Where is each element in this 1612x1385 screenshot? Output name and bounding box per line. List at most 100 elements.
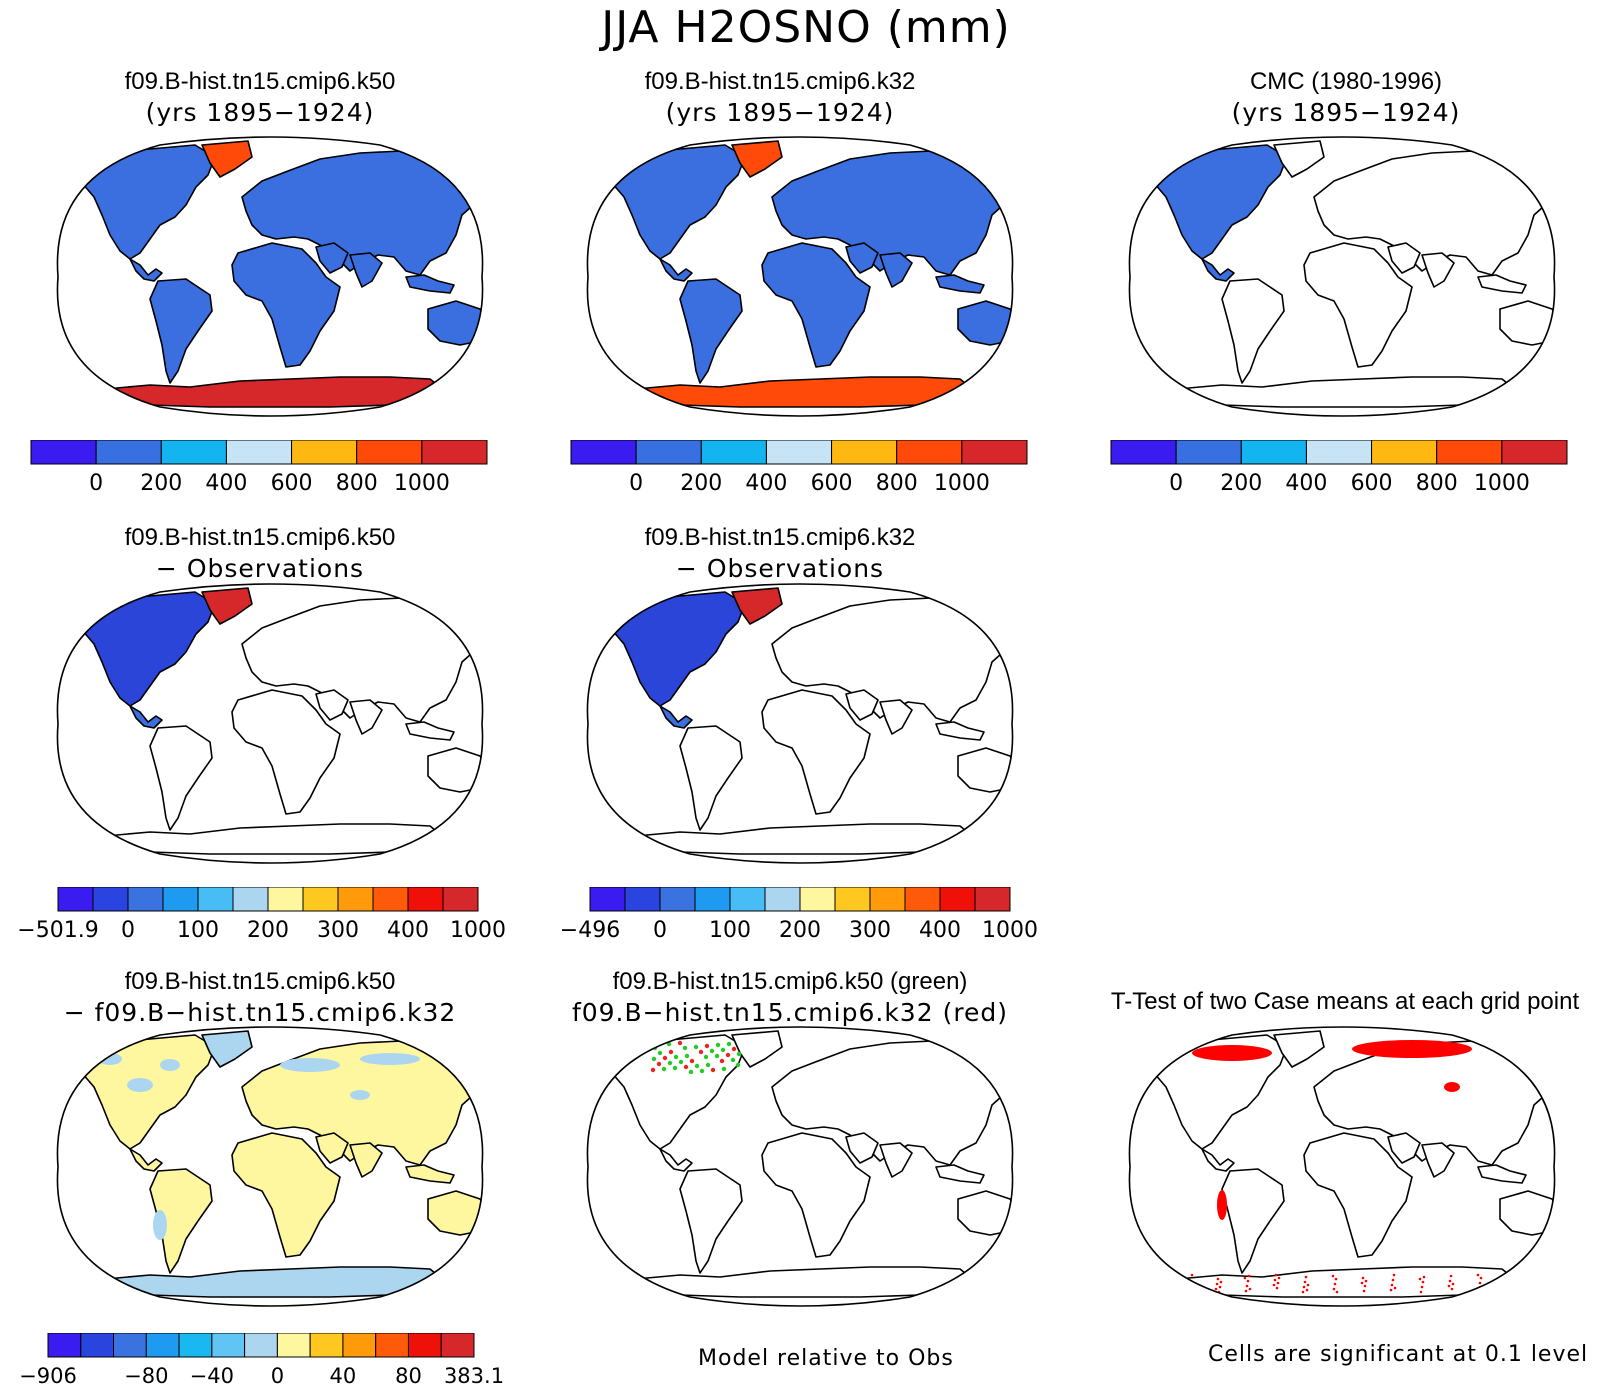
colorbar-tick-label: 0 bbox=[629, 471, 643, 496]
world-map-k50-minus-obs bbox=[56, 583, 484, 864]
colorbar-tick-label: 1000 bbox=[450, 918, 506, 943]
colorbar-tick-label: 200 bbox=[1220, 471, 1262, 496]
colorbar-swatch bbox=[974, 887, 1011, 912]
colorbar-swatch bbox=[831, 440, 898, 465]
colorbar-swatch bbox=[30, 440, 97, 465]
panel-title: f09.B-hist.tn15.cmip6.k50 bbox=[124, 524, 396, 551]
significant-cell bbox=[1508, 1283, 1512, 1287]
difference-patch bbox=[350, 1090, 370, 1100]
significant-cell bbox=[1333, 1282, 1337, 1286]
continent-central-america bbox=[1201, 258, 1235, 282]
relative-point bbox=[709, 1048, 715, 1054]
colorbar-tick-label: 800 bbox=[876, 471, 918, 496]
significant-cell bbox=[1509, 1278, 1513, 1282]
world-map-case-difference bbox=[56, 1026, 484, 1307]
relative-point bbox=[647, 1040, 653, 1046]
continent-africa bbox=[231, 242, 341, 368]
continent-india bbox=[879, 252, 913, 288]
continent-central-america bbox=[129, 705, 163, 729]
continent-greenland bbox=[731, 140, 783, 178]
significant-cell bbox=[1216, 1277, 1220, 1281]
significant-cell bbox=[1418, 1277, 1422, 1281]
continent-arabia bbox=[315, 689, 349, 721]
colorbar-swatch bbox=[635, 440, 702, 465]
difference-patch bbox=[153, 1210, 167, 1240]
significant-region bbox=[1192, 1045, 1272, 1061]
map-frame bbox=[56, 1026, 484, 1307]
significant-cell bbox=[1219, 1280, 1223, 1284]
colorbar-tick-label: 400 bbox=[1285, 471, 1327, 496]
panel-subtitle: − f09.B−hist.tn15.cmip6.k32 bbox=[63, 998, 457, 1027]
significant-cell bbox=[1214, 1287, 1218, 1291]
significant-cell bbox=[1505, 1280, 1509, 1284]
continent-north-america bbox=[601, 591, 746, 707]
significant-cell bbox=[1190, 1273, 1194, 1277]
continent-arabia bbox=[845, 1132, 879, 1164]
significant-cell bbox=[1389, 1288, 1393, 1292]
colorbar-tick-label: 40 bbox=[330, 1364, 357, 1385]
significant-cell bbox=[1247, 1274, 1251, 1278]
relative-point bbox=[736, 1051, 742, 1057]
significant-cell bbox=[1363, 1284, 1367, 1288]
continent-africa bbox=[761, 689, 871, 815]
continent-indonesia bbox=[405, 1164, 455, 1184]
continent-central-america bbox=[129, 258, 163, 282]
significant-cell bbox=[1447, 1284, 1451, 1288]
relative-point bbox=[683, 1064, 689, 1070]
significant-cell bbox=[1273, 1278, 1277, 1282]
colorbar-tick-label: 200 bbox=[680, 471, 722, 496]
continent-india bbox=[1421, 1142, 1455, 1178]
panel-subtitle: − Observations bbox=[155, 554, 365, 583]
continent-south-america bbox=[149, 1168, 213, 1274]
relative-point bbox=[714, 1053, 720, 1059]
figure-title: JJA H2OSNO (mm) bbox=[601, 2, 1011, 53]
significant-cell bbox=[1276, 1281, 1280, 1285]
colorbar-swatch bbox=[694, 887, 731, 912]
significant-cell bbox=[1215, 1282, 1219, 1286]
continent-north-america bbox=[71, 591, 216, 707]
significant-cell bbox=[1331, 1274, 1335, 1278]
colorbar-swatch bbox=[624, 887, 661, 912]
colorbar-swatch bbox=[765, 440, 833, 465]
significant-cell bbox=[1304, 1275, 1308, 1279]
continent-central-america bbox=[1201, 1148, 1235, 1172]
colorbar-swatch bbox=[113, 1333, 147, 1358]
difference-patch bbox=[280, 1058, 340, 1072]
colorbar-swatch bbox=[442, 887, 479, 912]
colorbar-case-difference: −906 −80 −40 0 40 80 383.1 bbox=[20, 1333, 504, 1385]
significant-cell bbox=[1479, 1276, 1483, 1280]
relative-point bbox=[662, 1055, 668, 1061]
continent-south-america bbox=[149, 725, 213, 831]
colorbar-swatch bbox=[896, 440, 963, 465]
panel-title: f09.B-hist.tn15.cmip6.k50 bbox=[124, 68, 396, 95]
continent-indonesia bbox=[1477, 1164, 1527, 1184]
colorbar-swatch bbox=[160, 440, 227, 465]
colorbar-swatch bbox=[1436, 440, 1503, 465]
relative-point bbox=[726, 1041, 732, 1047]
continent-africa bbox=[761, 1132, 871, 1258]
significant-cell bbox=[1246, 1279, 1250, 1283]
continent-north-america bbox=[1143, 1034, 1288, 1150]
colorbar-tick-label: 0 bbox=[271, 1364, 284, 1385]
continent-north-america bbox=[601, 144, 746, 260]
significant-cell bbox=[1449, 1274, 1453, 1278]
continent-india bbox=[879, 1142, 913, 1178]
colorbar-swatch bbox=[337, 887, 374, 912]
colorbar-swatch bbox=[1305, 440, 1373, 465]
colorbar-swatch bbox=[764, 887, 801, 912]
significant-cell bbox=[1448, 1279, 1452, 1283]
colorbar-swatch bbox=[421, 440, 488, 465]
relative-point bbox=[710, 1067, 716, 1073]
colorbar-swatch bbox=[356, 440, 423, 465]
colorbar-swatch bbox=[95, 440, 162, 465]
colorbar-tick-label: 100 bbox=[709, 918, 751, 943]
significant-cell bbox=[1305, 1288, 1309, 1292]
continent-arabia bbox=[315, 242, 349, 274]
relative-point bbox=[672, 1065, 678, 1071]
colorbar-tick-label: 200 bbox=[140, 471, 182, 496]
relative-point bbox=[694, 1063, 700, 1069]
colorbar-tick-label: −40 bbox=[190, 1364, 234, 1385]
continent-central-america bbox=[659, 705, 693, 729]
world-map-cmc bbox=[1128, 136, 1556, 417]
continent-arabia bbox=[1387, 242, 1421, 274]
